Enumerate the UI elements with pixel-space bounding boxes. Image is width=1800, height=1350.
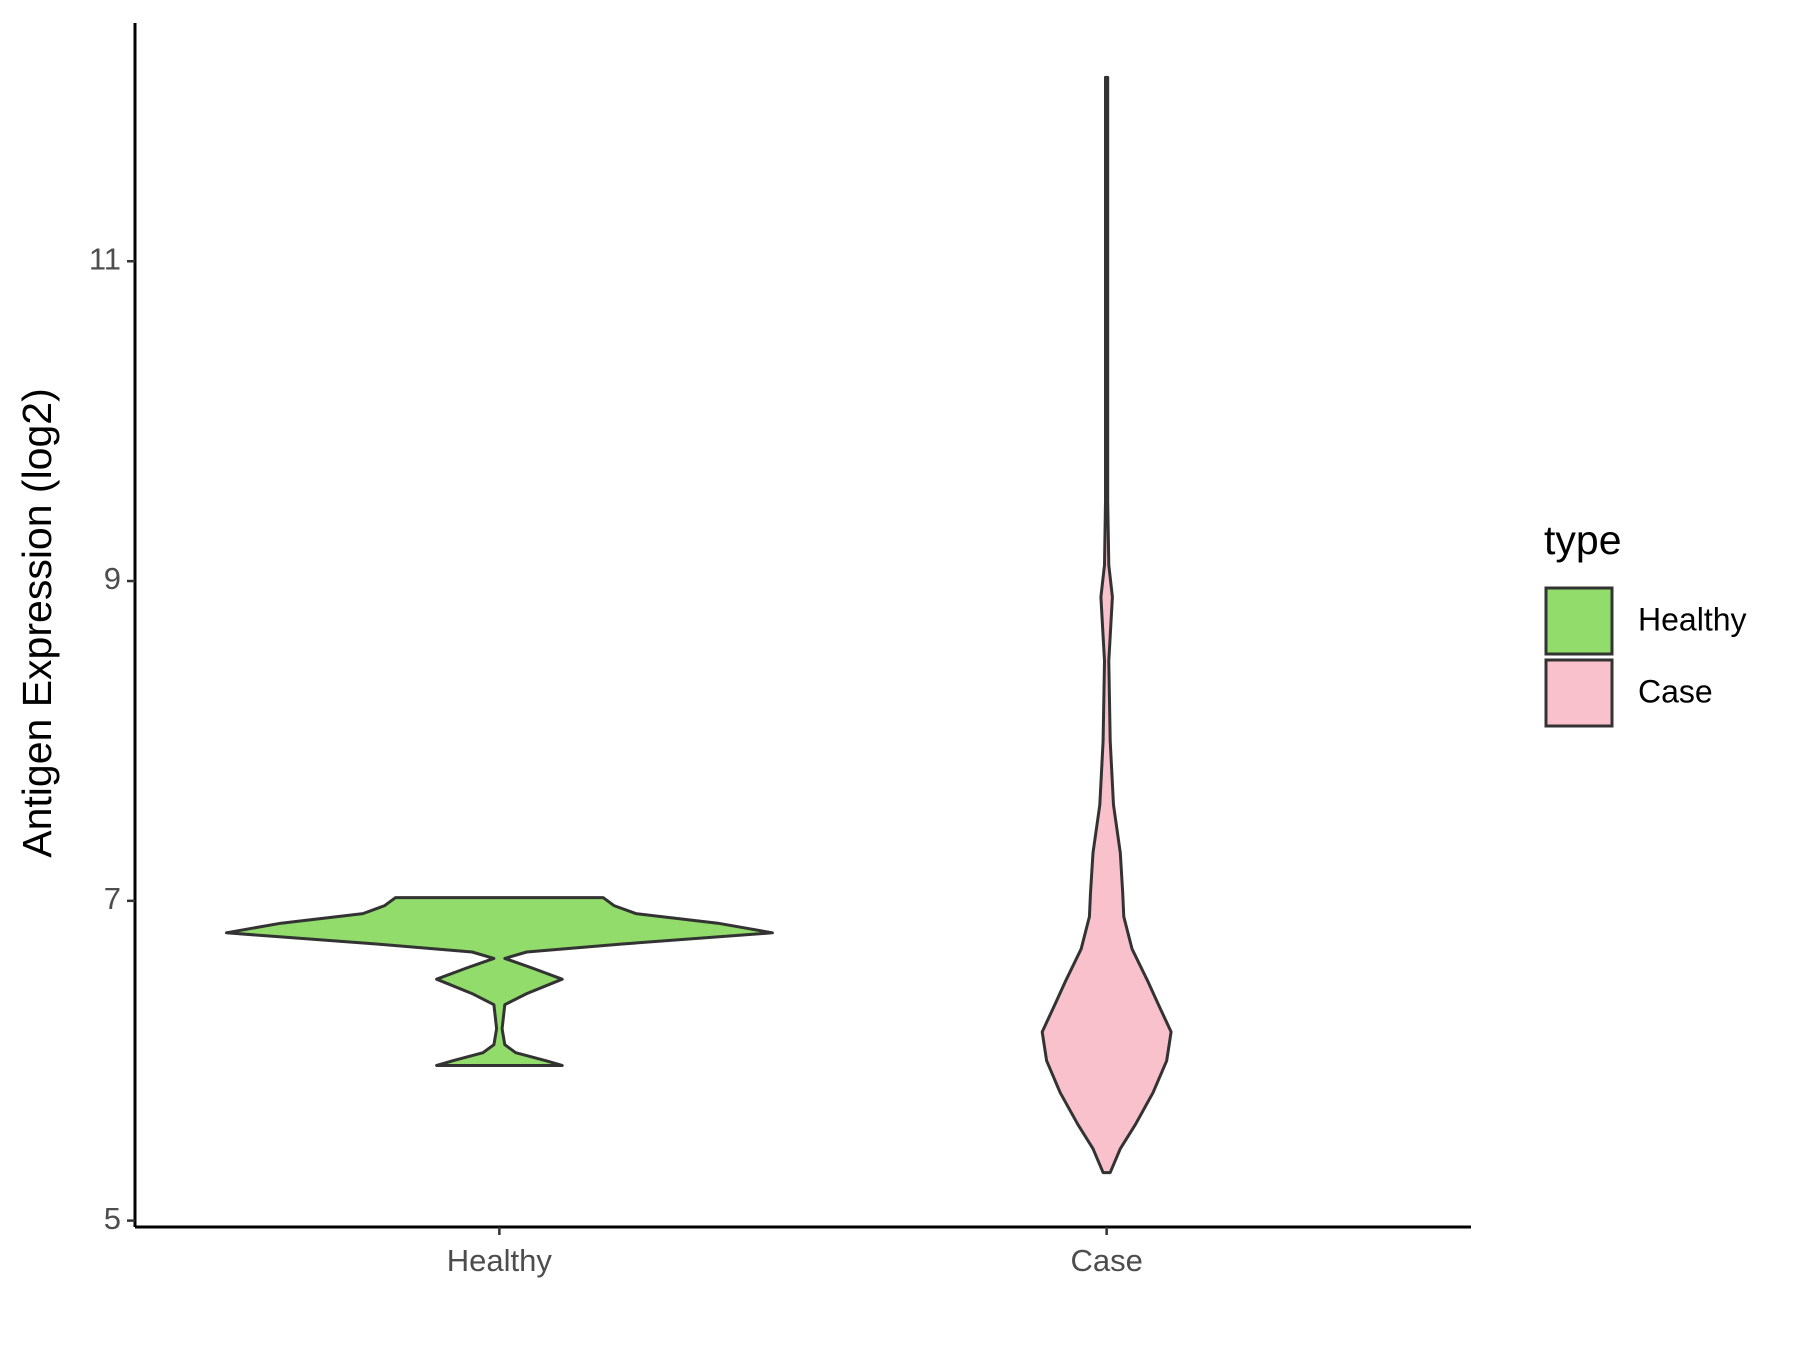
y-tick-label: 9 [104, 561, 121, 596]
violin [224, 896, 774, 1067]
y-tick-label: 7 [104, 881, 121, 916]
y-tick-label: 11 [89, 241, 121, 276]
legend-key [1544, 658, 1614, 728]
legend-title: type [1544, 517, 1622, 563]
y-axis-title: Antigen Expression (log2) [14, 388, 60, 857]
legend-label: Healthy [1638, 601, 1747, 637]
legend-label: Case [1638, 673, 1713, 709]
x-tick-label: Healthy [447, 1243, 553, 1278]
violin [1040, 75, 1173, 1175]
legend-key [1544, 586, 1614, 656]
x-tick-label: Case [1070, 1243, 1142, 1278]
y-tick-label: 5 [104, 1201, 121, 1236]
